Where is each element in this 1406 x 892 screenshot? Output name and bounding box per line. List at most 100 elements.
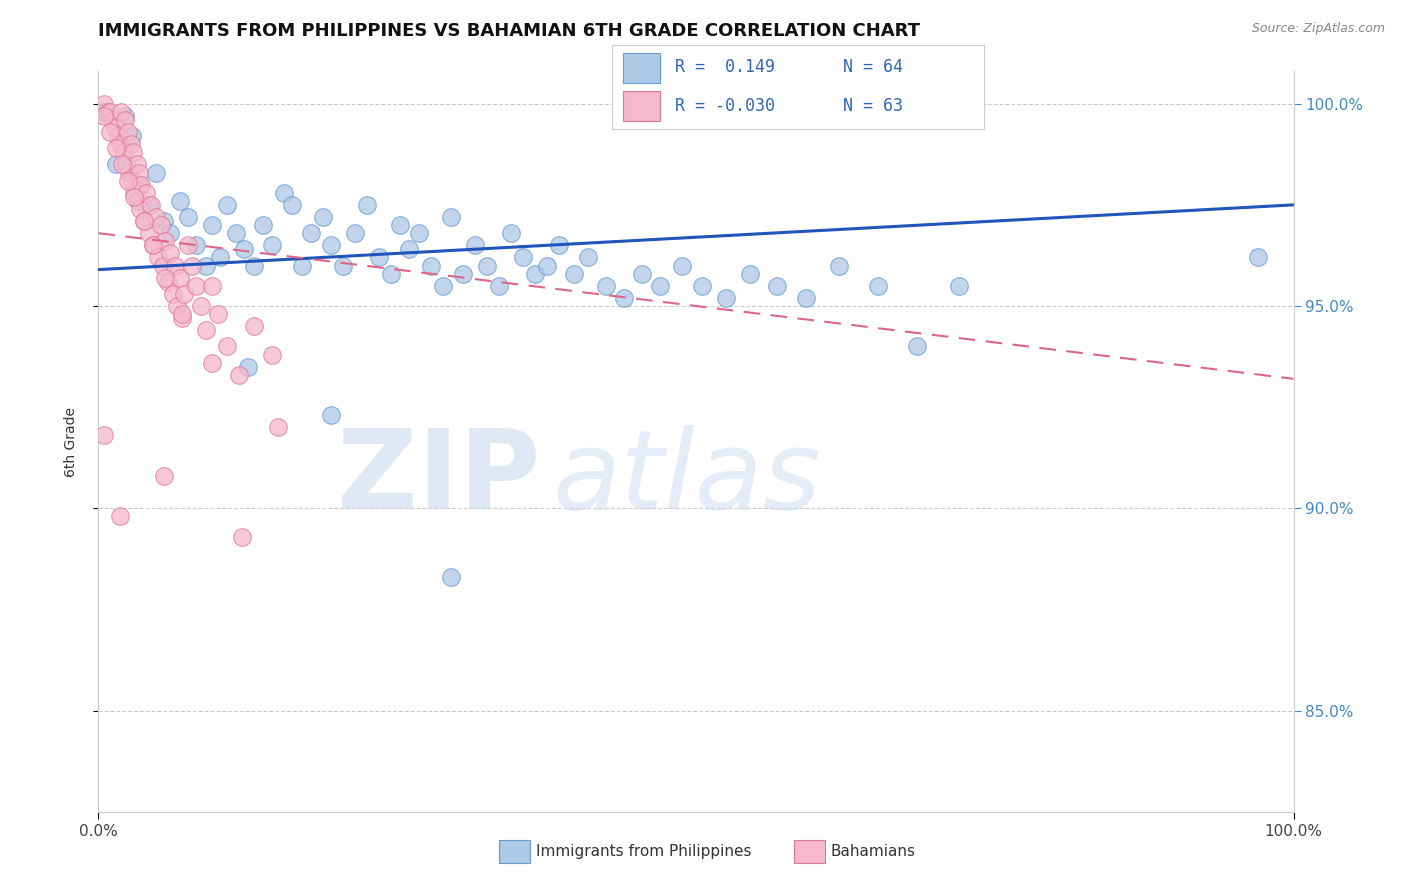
Text: Source: ZipAtlas.com: Source: ZipAtlas.com bbox=[1251, 22, 1385, 36]
Point bbox=[408, 226, 430, 240]
Point bbox=[111, 157, 134, 171]
Point bbox=[124, 186, 146, 200]
Point bbox=[112, 145, 135, 160]
Point bbox=[156, 275, 179, 289]
Text: N = 63: N = 63 bbox=[842, 96, 903, 114]
Point bbox=[236, 359, 259, 374]
Point bbox=[499, 226, 522, 240]
Point bbox=[766, 278, 789, 293]
Point bbox=[252, 218, 274, 232]
Point bbox=[344, 226, 367, 240]
Point bbox=[128, 165, 150, 179]
Point bbox=[172, 311, 194, 326]
Point bbox=[101, 112, 124, 127]
Point bbox=[648, 278, 672, 293]
Point bbox=[828, 259, 851, 273]
Point bbox=[97, 104, 120, 119]
Point bbox=[228, 368, 250, 382]
Point bbox=[398, 243, 420, 257]
Point bbox=[475, 259, 498, 273]
Point bbox=[108, 509, 131, 524]
Text: R = -0.030: R = -0.030 bbox=[675, 96, 775, 114]
Point bbox=[562, 267, 585, 281]
Point bbox=[488, 278, 510, 293]
Point bbox=[117, 125, 139, 139]
Point bbox=[794, 291, 817, 305]
Point bbox=[153, 469, 176, 483]
Point bbox=[129, 178, 152, 192]
Point bbox=[207, 307, 229, 321]
Point bbox=[613, 291, 636, 305]
Point bbox=[690, 278, 713, 293]
Point bbox=[905, 339, 928, 353]
Point bbox=[225, 226, 247, 240]
Point bbox=[321, 409, 343, 423]
Point bbox=[173, 286, 195, 301]
Point bbox=[432, 278, 454, 293]
Point bbox=[117, 173, 139, 187]
Point bbox=[114, 112, 136, 127]
Point bbox=[98, 125, 122, 139]
Point bbox=[162, 286, 184, 301]
Point bbox=[291, 259, 314, 273]
Point bbox=[132, 214, 155, 228]
Point bbox=[576, 251, 599, 265]
Point bbox=[186, 278, 208, 293]
Point bbox=[108, 137, 131, 152]
Text: N = 64: N = 64 bbox=[842, 59, 903, 77]
Point bbox=[166, 299, 188, 313]
Point bbox=[118, 165, 141, 179]
Point bbox=[172, 307, 194, 321]
Point bbox=[948, 278, 970, 293]
Point bbox=[163, 259, 186, 273]
Point bbox=[380, 267, 402, 281]
Point bbox=[321, 238, 343, 252]
Point bbox=[201, 278, 224, 293]
Point bbox=[169, 270, 191, 285]
Point bbox=[260, 238, 283, 252]
Point bbox=[180, 259, 202, 273]
Point bbox=[142, 238, 165, 252]
Text: Bahamians: Bahamians bbox=[831, 845, 915, 859]
Point bbox=[145, 210, 167, 224]
Point bbox=[159, 226, 181, 240]
Point bbox=[177, 238, 200, 252]
Point bbox=[159, 246, 181, 260]
Point bbox=[186, 238, 208, 252]
Point bbox=[155, 270, 177, 285]
Point bbox=[714, 291, 737, 305]
Point bbox=[332, 259, 354, 273]
Point bbox=[738, 267, 761, 281]
Point bbox=[145, 165, 167, 179]
Point bbox=[122, 145, 145, 160]
Point bbox=[107, 129, 129, 144]
Point bbox=[194, 323, 218, 337]
Point bbox=[131, 178, 153, 192]
Point bbox=[281, 198, 304, 212]
Point bbox=[267, 420, 290, 434]
Point bbox=[142, 238, 165, 252]
Point bbox=[93, 104, 115, 119]
Text: R =  0.149: R = 0.149 bbox=[675, 59, 775, 77]
Point bbox=[190, 299, 212, 313]
Point bbox=[169, 194, 191, 208]
Point bbox=[866, 278, 889, 293]
Point bbox=[115, 157, 138, 171]
Point bbox=[148, 251, 170, 265]
Point bbox=[451, 267, 474, 281]
Point bbox=[138, 198, 160, 212]
Point bbox=[243, 259, 266, 273]
Point bbox=[299, 226, 322, 240]
Point bbox=[547, 238, 569, 252]
Point bbox=[93, 109, 115, 123]
Point bbox=[217, 339, 239, 353]
Bar bbox=[623, 54, 659, 83]
Point bbox=[129, 202, 152, 216]
Point bbox=[139, 198, 162, 212]
Point bbox=[125, 157, 148, 171]
Point bbox=[105, 141, 128, 155]
Point bbox=[114, 109, 136, 123]
Point bbox=[149, 218, 172, 232]
Point bbox=[120, 137, 142, 152]
Point bbox=[419, 259, 441, 273]
